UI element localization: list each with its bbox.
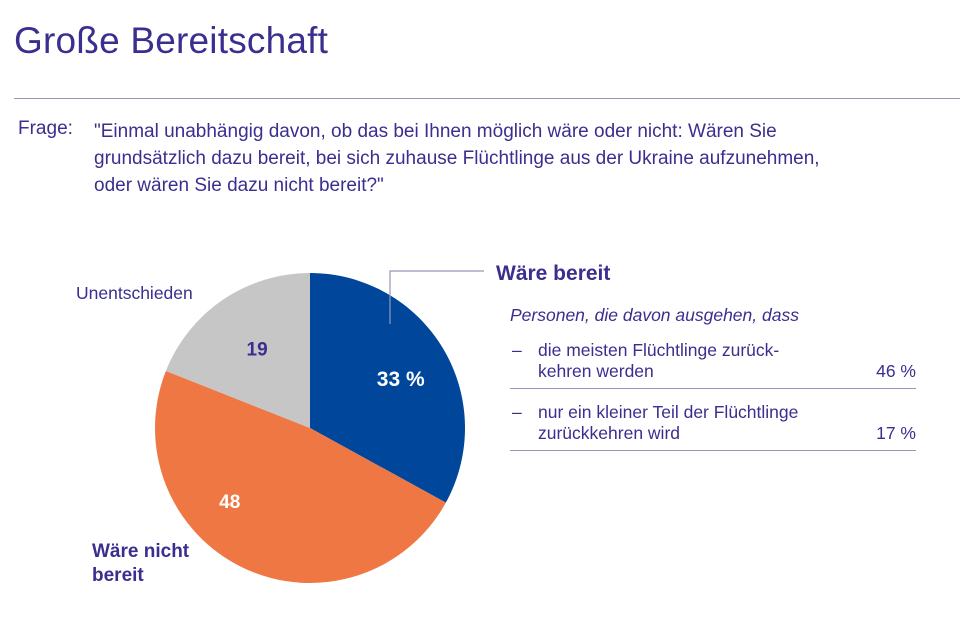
breakdown-item-value: 17 % — [876, 423, 916, 443]
pie-slice — [155, 370, 446, 583]
slice-category-label: Wäre bereit — [496, 262, 610, 285]
question-line: oder wären Sie dazu nicht bereit?" — [94, 175, 384, 196]
breakdown-item-line1: die meisten Flüchtlinge zurück- — [538, 340, 780, 360]
question-line: grundsätzlich dazu bereit, bei sich zuha… — [94, 148, 820, 169]
list-dash: – — [512, 340, 522, 360]
leader-line — [389, 270, 484, 324]
breakdown-item-line2: kehren werden — [538, 361, 654, 381]
pie-value-label: 33 % — [377, 368, 425, 391]
breakdown-item-line1: nur ein kleiner Teil der Flüchtlinge — [538, 402, 799, 422]
pie-slice — [310, 273, 465, 503]
page-title: Große Bereitschaft — [14, 20, 329, 61]
breakdown-panel: Personen, die davon ausgehen, dass – die… — [510, 305, 916, 464]
title-divider — [14, 98, 960, 99]
pie-value-label: 48 — [219, 492, 240, 513]
pie-value-label: 19 — [247, 339, 268, 360]
breakdown-item: – die meisten Flüchtlinge zurück- kehren… — [510, 340, 916, 389]
question-line: "Einmal unabhängig davon, ob das bei Ihn… — [94, 121, 777, 142]
breakdown-item: – nur ein kleiner Teil der Flüchtlinge z… — [510, 402, 916, 451]
breakdown-item-value: 46 % — [876, 361, 916, 381]
slice-category-label: Wäre nicht bereit — [92, 541, 190, 586]
question-label: Frage: — [18, 118, 73, 139]
slice-category-label: Unentschieden — [76, 283, 193, 303]
pie-slice — [165, 273, 310, 428]
list-dash: – — [512, 402, 522, 422]
breakdown-intro: Personen, die davon ausgehen, dass — [510, 305, 799, 325]
breakdown-item-line2: zurückkehren wird — [538, 423, 680, 443]
question-text: "Einmal unabhängig davon, ob das bei Ihn… — [94, 118, 934, 199]
